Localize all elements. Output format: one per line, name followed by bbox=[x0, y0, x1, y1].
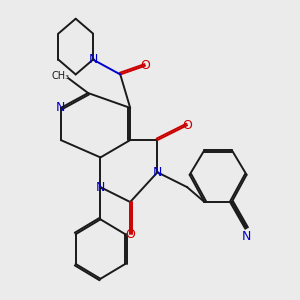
Text: N: N bbox=[56, 101, 65, 114]
Text: N: N bbox=[88, 53, 98, 66]
Text: CH₃: CH₃ bbox=[52, 71, 70, 81]
Text: O: O bbox=[125, 228, 135, 241]
Text: N: N bbox=[242, 230, 251, 243]
Text: N: N bbox=[153, 166, 162, 179]
Text: N: N bbox=[96, 181, 105, 194]
Text: O: O bbox=[182, 119, 192, 132]
Text: O: O bbox=[140, 59, 150, 72]
